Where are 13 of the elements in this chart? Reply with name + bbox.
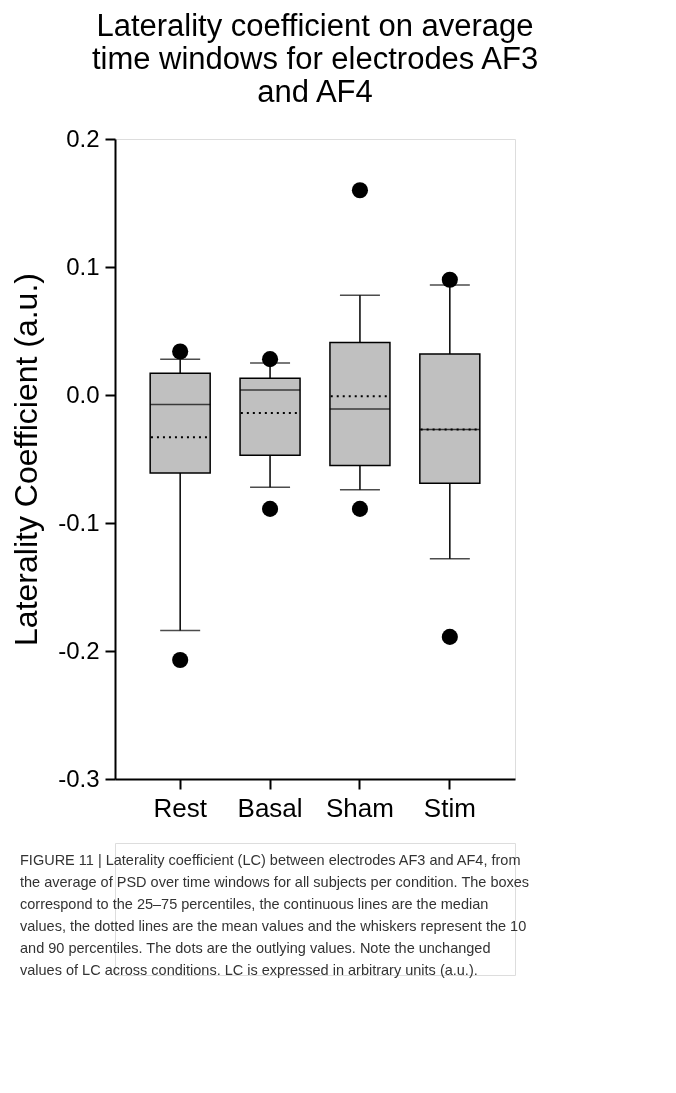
caption: FIGURE 11 | Laterality coefficient (LC) between electrodes AF3 and AF4, from the average of PSD over time windows for all subjects per condition. The boxes correspond to the 25–75 percentiles, the continuous lines are the median values, the dotted lines are the mean values and the whiskers represent the 10 and 90 percentiles. The dots are the outlying values. Note the unchanged values of LC across conditions. LC is expressed in arbitrary units (a.u.). — [20, 852, 530, 978]
x-tick-label: Sham — [325, 792, 394, 823]
x-tick-label: Stim — [423, 792, 476, 823]
y-tick-label: 0.2 — [66, 124, 100, 152]
y-tick-label: -0.1 — [58, 508, 100, 536]
x-tick-label: Basal — [237, 792, 303, 823]
y-axis-title: Laterality Coefficient (a.u.) — [8, 273, 45, 646]
y-tick-label: 0.1 — [66, 252, 100, 280]
y-tick-label: -0.2 — [58, 636, 100, 664]
y-tick-label: 0.0 — [66, 380, 100, 408]
chart-title: Laterality coefficient on average time windows for electrodes AF3 and AF4 — [91, 8, 539, 109]
y-tick-label: -0.3 — [58, 764, 100, 792]
x-tick-label: Rest — [153, 792, 208, 823]
